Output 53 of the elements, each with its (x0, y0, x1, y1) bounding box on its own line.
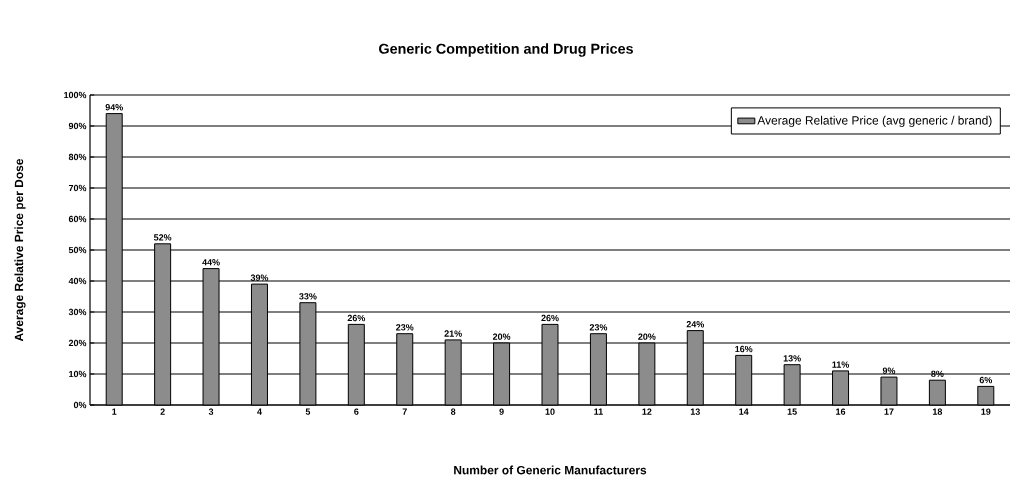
data-label: 6% (979, 376, 993, 384)
legend-label: Average Relative Price (avg generic / brand) (757, 115, 992, 128)
data-label: 16% (735, 345, 753, 353)
data-label: 8% (931, 370, 944, 378)
data-label: 20% (638, 333, 656, 340)
data-label: 44% (202, 259, 220, 266)
data-label: 26% (541, 314, 559, 322)
y-tick-label: 20% (68, 339, 87, 347)
data-label: 23% (589, 324, 608, 331)
x-tick-label: 18 (932, 408, 943, 415)
x-tick-label: 3 (208, 408, 214, 415)
x-tick-label: 13 (690, 408, 700, 415)
y-tick-label: 60% (68, 215, 87, 223)
data-label: 13% (783, 355, 801, 362)
x-tick-label: 10 (545, 408, 555, 415)
x-tick-label: 7 (402, 408, 407, 415)
x-tick-label: 9 (499, 408, 504, 415)
x-tick-label: 14 (739, 408, 749, 415)
data-label: 21% (444, 330, 462, 337)
x-tick-label: 16 (836, 408, 846, 415)
data-label: 52% (153, 234, 172, 241)
x-tick-label: 19 (981, 408, 991, 415)
x-axis-title: Number of Generic Manufacturers (454, 465, 647, 475)
y-tick-label: 10% (69, 370, 87, 378)
data-label: 24% (686, 321, 704, 328)
y-axis-title: Average Relative Price per Dose (14, 158, 26, 342)
y-tick-label: 0% (73, 401, 87, 409)
y-tick-label: 70% (68, 184, 87, 192)
data-label: 11% (832, 361, 850, 368)
x-tick-label: 6 (354, 408, 359, 415)
y-tick-label: 90% (68, 122, 87, 130)
x-tick-label: 8 (450, 408, 456, 415)
data-label: 39% (250, 274, 269, 281)
y-tick-label: 50% (68, 246, 87, 254)
x-tick-label: 1 (112, 408, 117, 415)
x-tick-label: 4 (257, 408, 262, 415)
data-label: 33% (299, 293, 317, 300)
y-tick-label: 100% (64, 91, 87, 99)
x-tick-label: 17 (884, 408, 894, 415)
y-tick-label: 40% (68, 277, 87, 285)
x-tick-label: 11 (594, 408, 603, 415)
data-label: 20% (492, 333, 511, 340)
x-tick-label: 12 (642, 408, 652, 415)
chart-title: Generic Competition and Drug Prices (379, 43, 633, 57)
x-tick-label: 2 (160, 408, 165, 415)
data-label: 23% (396, 324, 414, 331)
data-label: 26% (347, 314, 366, 322)
data-label: 94% (105, 104, 123, 111)
data-label: 9% (882, 367, 896, 374)
y-tick-label: 30% (68, 308, 87, 316)
x-tick-label: 5 (305, 408, 311, 415)
x-tick-label: 15 (787, 408, 797, 415)
y-tick-label: 80% (68, 153, 87, 161)
